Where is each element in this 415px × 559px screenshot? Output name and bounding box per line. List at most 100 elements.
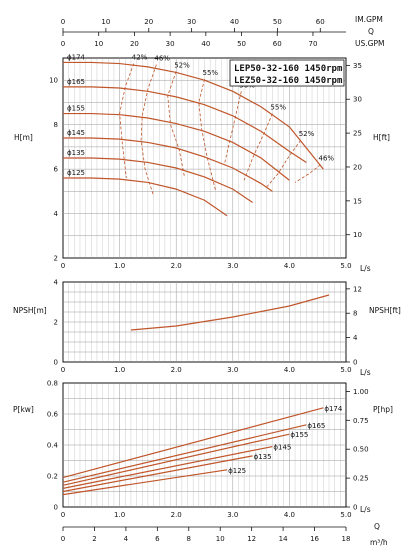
x-tick-label: 3.0: [227, 262, 238, 270]
y-right-tick-label: 35: [353, 62, 362, 70]
efficiency-label: 55%: [203, 69, 219, 77]
npsh-x-unit: L/s: [360, 368, 371, 377]
y-right-tick-label: 30: [353, 96, 362, 104]
x-tick-label: 1.0: [114, 262, 125, 270]
x-tick-label: 0: [61, 366, 65, 374]
efficiency-contour: [198, 79, 217, 192]
series-line: [62, 455, 253, 493]
y-tick-label: 0: [54, 504, 58, 512]
y-tick-label: 4: [54, 210, 59, 218]
series-line: [62, 433, 290, 486]
us-gpm-tick-label: 0: [61, 40, 65, 48]
bottom-tick-label: 4: [124, 535, 129, 543]
efficiency-contour: [167, 71, 186, 179]
series-line: [62, 469, 228, 496]
series-label: ϕ135: [254, 453, 272, 461]
y-right-tick-label: 0: [353, 504, 357, 512]
y-right-tick-label: 1.00: [353, 388, 369, 396]
y-right-tick-label: 0.50: [353, 446, 369, 454]
im-gpm-tick-label: 60: [316, 18, 325, 26]
series-label: ϕ125: [67, 169, 85, 177]
series-line: [63, 137, 273, 192]
head-y-label-right: H[ft]: [373, 133, 390, 142]
y-tick-label: 4: [54, 279, 59, 287]
power-y-label: P[kw]: [13, 405, 34, 414]
series-line: [63, 177, 228, 217]
y-tick-label: 0.4: [47, 442, 59, 450]
series-label: ϕ174: [324, 405, 343, 413]
series-line: [63, 112, 290, 181]
x-tick-label: 5.0: [340, 511, 351, 519]
y-right-tick-label: 0.25: [353, 475, 369, 483]
series-label: ϕ145: [273, 444, 291, 452]
us-gpm-tick-label: 30: [166, 40, 175, 48]
y-right-tick-label: 25: [353, 130, 362, 138]
bottom-tick-label: 16: [310, 535, 319, 543]
bottom-tick-label: 2: [92, 535, 96, 543]
y-tick-label: 8: [54, 121, 58, 129]
series-label: ϕ135: [67, 149, 85, 157]
efficiency-label: 46%: [154, 55, 170, 63]
model-title-line-2: LEZ50-32-160 1450rpm: [234, 76, 343, 86]
power-y-label-right: P[hp]: [373, 405, 393, 414]
y-tick-label: 0.8: [47, 380, 58, 388]
y-tick-label: 10: [49, 77, 58, 85]
im-gpm-tick-label: 40: [230, 18, 239, 26]
us-gpm-tick-label: 40: [201, 40, 210, 48]
head-plot: 0 1.0 2.0 3.0 4.0 5.0 2 4 6 8 10 10 15 20 25 30 35 ϕ174 ϕ1…: [49, 53, 362, 270]
series-line: [63, 157, 253, 203]
x-tick-label: 0: [61, 262, 65, 270]
power-plot: 0 1.0 2.0 3.0 4.0 5.000.20.40.60.800.250.500.…: [47, 380, 369, 520]
x-tick-label: 1.0: [114, 366, 125, 374]
head-y-label: H[m]: [14, 133, 33, 142]
im-gpm-tick-label: 0: [61, 18, 65, 26]
x-tick-label: 4.0: [284, 511, 295, 519]
bottom-unit-label: m³/h: [370, 538, 388, 547]
x-tick-label: 4.0: [284, 262, 295, 270]
us-gpm-tick-label: 10: [94, 40, 103, 48]
bottom-tick-label: 10: [216, 535, 225, 543]
y-right-tick-label: 0.75: [353, 417, 369, 425]
im-gpm-axis-label: IM.GPM: [355, 15, 383, 24]
x-tick-label: 2.0: [171, 262, 182, 270]
efficiency-contour: [223, 91, 242, 165]
y-right-tick-label: 4: [353, 334, 358, 342]
x-tick-label: 2.0: [171, 366, 182, 374]
efficiency-label: 55%: [270, 104, 286, 112]
series-line: [63, 86, 307, 163]
us-gpm-tick-label: 70: [309, 40, 318, 48]
y-tick-label: 0.2: [47, 473, 58, 481]
y-tick-label: 6: [54, 166, 59, 174]
series-label: ϕ174: [67, 53, 86, 61]
x-tick-label: 3.0: [227, 511, 238, 519]
efficiency-label: 52%: [299, 130, 315, 138]
x-tick-label: 5.0: [340, 262, 351, 270]
model-title-line-1: LEP50-32-160 1450rpm: [234, 64, 343, 74]
model-title-box: [229, 59, 345, 87]
series-label: ϕ155: [290, 431, 308, 439]
x-tick-label: 5.0: [340, 366, 351, 374]
us-gpm-tick-label: 60: [273, 40, 282, 48]
series-line: [63, 61, 324, 170]
bottom-tick-label: 18: [342, 535, 351, 543]
im-gpm-tick-label: 30: [187, 18, 196, 26]
efficiency-label: 52%: [174, 61, 190, 69]
y-right-tick-label: 0: [353, 359, 357, 367]
bottom-tick-label: 0: [61, 535, 65, 543]
x-tick-label: 4.0: [284, 366, 295, 374]
im-gpm-tick-label: 50: [273, 18, 282, 26]
y-tick-label: 0.6: [47, 411, 59, 419]
series-label: ϕ125: [228, 467, 246, 475]
efficiency-contour: [294, 164, 321, 183]
bottom-tick-label: 12: [247, 535, 256, 543]
y-right-tick-label: 8: [353, 310, 357, 318]
bottom-q-label: Q: [374, 522, 380, 531]
y-right-tick-label: 20: [353, 163, 362, 171]
x-tick-label: 1.0: [114, 511, 125, 519]
x-tick-label: 3.0: [227, 366, 238, 374]
efficiency-contour: [243, 113, 273, 181]
head-x-unit: L/s: [360, 264, 371, 273]
im-gpm-tick-label: 10: [101, 18, 110, 26]
